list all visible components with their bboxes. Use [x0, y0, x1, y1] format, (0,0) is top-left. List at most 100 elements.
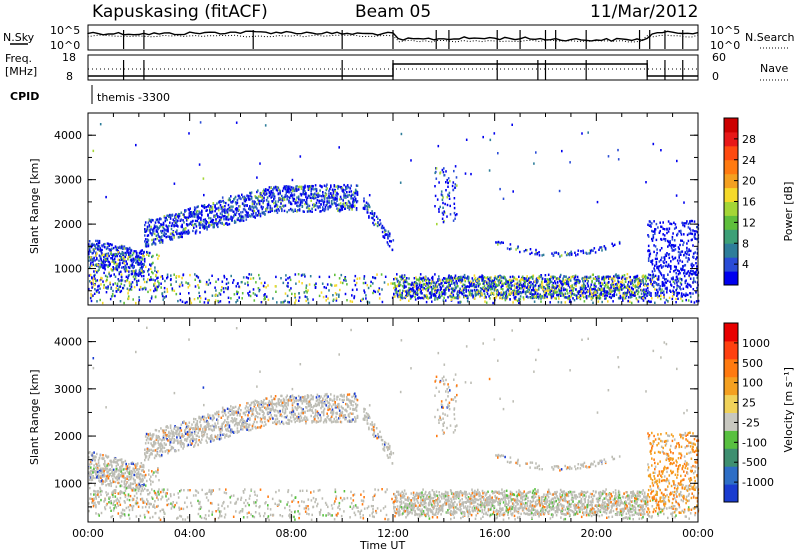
echo-point — [510, 287, 512, 291]
echo-point — [100, 257, 102, 260]
echo-point — [344, 189, 346, 192]
echo-point — [422, 279, 424, 283]
echo-point — [174, 221, 176, 224]
echo-point — [265, 199, 268, 202]
echo-point — [576, 297, 578, 300]
echo-point — [189, 273, 191, 277]
echo-point — [302, 190, 304, 193]
echo-point — [118, 472, 120, 475]
echo-point — [420, 289, 422, 292]
echo-point — [667, 245, 669, 248]
echo-point — [332, 190, 335, 193]
echo-point — [297, 209, 299, 212]
echo-point — [532, 286, 535, 289]
echo-point — [180, 211, 183, 214]
nsky-strip-frame — [87, 24, 699, 51]
echo-point — [656, 251, 658, 255]
echo-point — [150, 264, 152, 267]
echo-point — [621, 281, 624, 284]
echo-point — [104, 253, 106, 256]
echo-point — [259, 195, 262, 198]
echo-point — [560, 254, 563, 257]
echo-point — [257, 199, 260, 202]
echo-point — [383, 228, 386, 232]
echo-point — [648, 249, 651, 253]
echo-point — [647, 235, 650, 238]
echo-point — [583, 276, 586, 280]
echo-point — [196, 216, 199, 219]
echo-point — [141, 249, 143, 252]
echo-point — [88, 456, 90, 459]
echo-point — [417, 286, 419, 289]
echo-point — [621, 278, 624, 281]
echo-point — [380, 226, 383, 230]
echo-point — [540, 274, 542, 277]
echo-point — [339, 209, 342, 212]
echo-point — [414, 298, 417, 301]
echo-point — [558, 297, 560, 300]
echo-point — [461, 285, 464, 288]
echo-point — [378, 297, 381, 300]
echo-point — [156, 230, 159, 233]
echo-point — [118, 285, 121, 289]
echo-point — [569, 279, 572, 282]
echo-point — [317, 195, 320, 198]
echo-point — [595, 285, 597, 288]
echo-point — [112, 460, 115, 464]
echo-point — [328, 192, 330, 195]
echo-point — [251, 209, 254, 212]
echo-point — [232, 205, 234, 208]
echo-point — [106, 467, 109, 470]
echo-point — [627, 296, 630, 299]
echo-point — [144, 228, 146, 231]
echo-point — [325, 299, 327, 302]
echo-point — [349, 187, 352, 190]
colorbar-cell — [724, 229, 738, 244]
echo-point — [445, 189, 447, 192]
echo-point — [112, 459, 115, 462]
echo-point — [517, 283, 519, 287]
echo-point — [668, 296, 671, 300]
y-tick-label: 4000 — [54, 129, 82, 142]
echo-point — [247, 211, 249, 215]
echo-point — [141, 271, 144, 274]
echo-point — [689, 249, 692, 253]
echo-point — [558, 277, 561, 281]
echo-point — [96, 290, 98, 294]
echo-point — [676, 159, 678, 163]
echo-point — [88, 463, 91, 466]
echo-point — [127, 258, 129, 261]
echo-point — [617, 276, 619, 280]
echo-point — [116, 268, 119, 272]
echo-point — [605, 294, 607, 297]
echo-point — [313, 197, 315, 200]
echo-point — [291, 188, 294, 191]
echo-point — [686, 242, 688, 245]
echo-point — [514, 297, 516, 300]
echo-point — [435, 177, 438, 180]
echo-point — [126, 279, 129, 282]
echo-point — [130, 270, 133, 273]
echo-point — [96, 452, 98, 456]
echo-point — [693, 236, 696, 239]
echo-point — [343, 202, 345, 205]
echo-point — [434, 298, 436, 301]
echo-point — [116, 475, 119, 479]
echo-point — [189, 222, 191, 225]
echo-point — [198, 223, 200, 227]
echo-point — [179, 235, 182, 238]
echo-point — [319, 206, 321, 209]
echo-point — [680, 233, 683, 236]
echo-point — [547, 289, 549, 293]
echo-point — [434, 282, 437, 286]
echo-point — [207, 283, 210, 286]
echo-point — [561, 280, 563, 283]
echo-point — [201, 205, 204, 208]
echo-point — [98, 245, 101, 248]
echo-point — [416, 293, 419, 296]
echo-point — [670, 284, 673, 287]
echo-point — [238, 205, 240, 208]
echo-point — [561, 149, 563, 153]
echo-point — [330, 185, 332, 188]
echo-point — [248, 290, 251, 293]
